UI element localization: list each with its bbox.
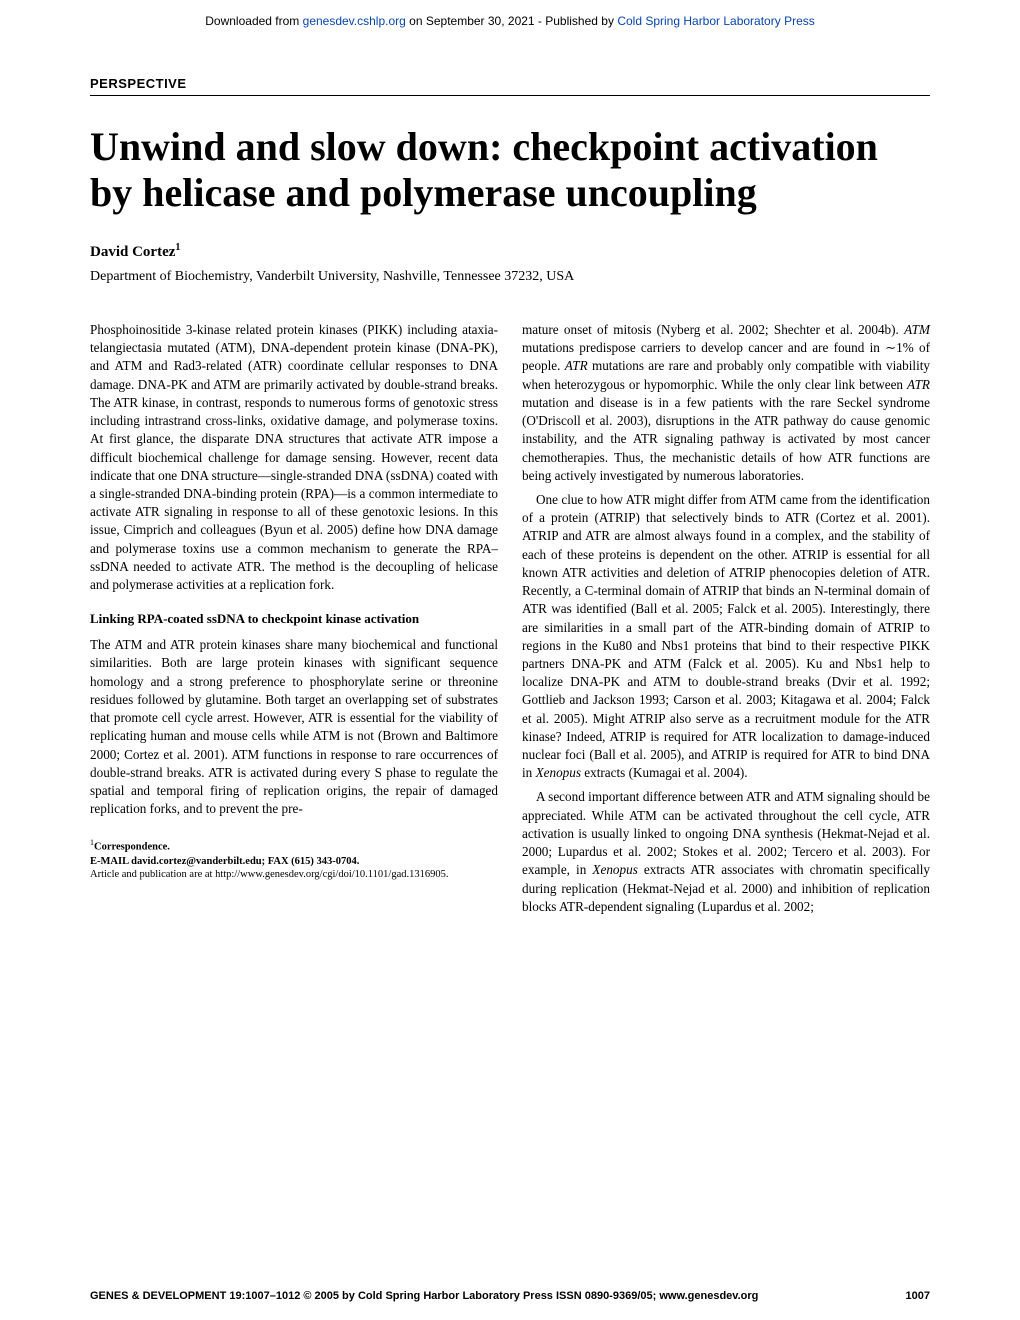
p5-xen: Xenopus: [592, 862, 637, 877]
p3-a: mature onset of mitosis (Nyberg et al. 2…: [522, 322, 904, 337]
corr-label: Correspondence.: [94, 842, 170, 853]
download-bar: Downloaded from genesdev.cshlp.org on Se…: [0, 0, 1020, 36]
corr-email: E-MAIL david.cortez@vanderbilt.edu; FAX …: [90, 855, 498, 869]
download-link-1[interactable]: genesdev.cshlp.org: [303, 14, 406, 28]
paragraph-2: The ATM and ATR protein kinases share ma…: [90, 636, 498, 818]
p4-a: One clue to how ATR might differ from AT…: [522, 492, 930, 780]
section-rule: [90, 95, 930, 96]
corr-line-1: 1Correspondence.: [90, 838, 498, 854]
corr-pub: Article and publication are at http://ww…: [90, 868, 498, 882]
p3-atm: ATM: [904, 322, 930, 337]
download-prefix: Downloaded from: [205, 14, 302, 28]
body-columns: Phosphoinositide 3-kinase related protei…: [90, 321, 930, 916]
corr-email-text: E-MAIL david.cortez@vanderbilt.edu; FAX …: [90, 856, 359, 867]
download-mid: on September 30, 2021 - Published by: [406, 14, 617, 28]
author-name: David Cortez: [90, 244, 175, 260]
p3-d: mutation and disease is in a few patient…: [522, 395, 930, 483]
author-line: David Cortez1: [90, 242, 930, 261]
p3-atr: ATR: [565, 358, 588, 373]
paragraph-3: mature onset of mitosis (Nyberg et al. 2…: [522, 321, 930, 485]
subheading-1: Linking RPA-coated ssDNA to checkpoint k…: [90, 610, 498, 628]
p4-xen: Xenopus: [536, 765, 581, 780]
page-footer: GENES & DEVELOPMENT 19:1007–1012 © 2005 …: [90, 1290, 930, 1302]
paragraph-4: One clue to how ATR might differ from AT…: [522, 491, 930, 783]
section-label: PERSPECTIVE: [90, 76, 930, 91]
page-content: PERSPECTIVE Unwind and slow down: checkp…: [0, 36, 1020, 916]
correspondence-block: 1Correspondence. E-MAIL david.cortez@van…: [90, 838, 498, 881]
paragraph-5: A second important difference between AT…: [522, 788, 930, 916]
footer-page-number: 1007: [906, 1290, 930, 1302]
p4-b: extracts (Kumagai et al. 2004).: [581, 765, 748, 780]
affiliation: Department of Biochemistry, Vanderbilt U…: [90, 269, 930, 285]
download-link-2[interactable]: Cold Spring Harbor Laboratory Press: [617, 14, 814, 28]
article-title: Unwind and slow down: checkpoint activat…: [90, 124, 930, 216]
footer-left: GENES & DEVELOPMENT 19:1007–1012 © 2005 …: [90, 1290, 758, 1302]
p3-atr2: ATR: [907, 377, 930, 392]
intro-paragraph: Phosphoinositide 3-kinase related protei…: [90, 321, 498, 594]
author-sup: 1: [175, 242, 180, 253]
